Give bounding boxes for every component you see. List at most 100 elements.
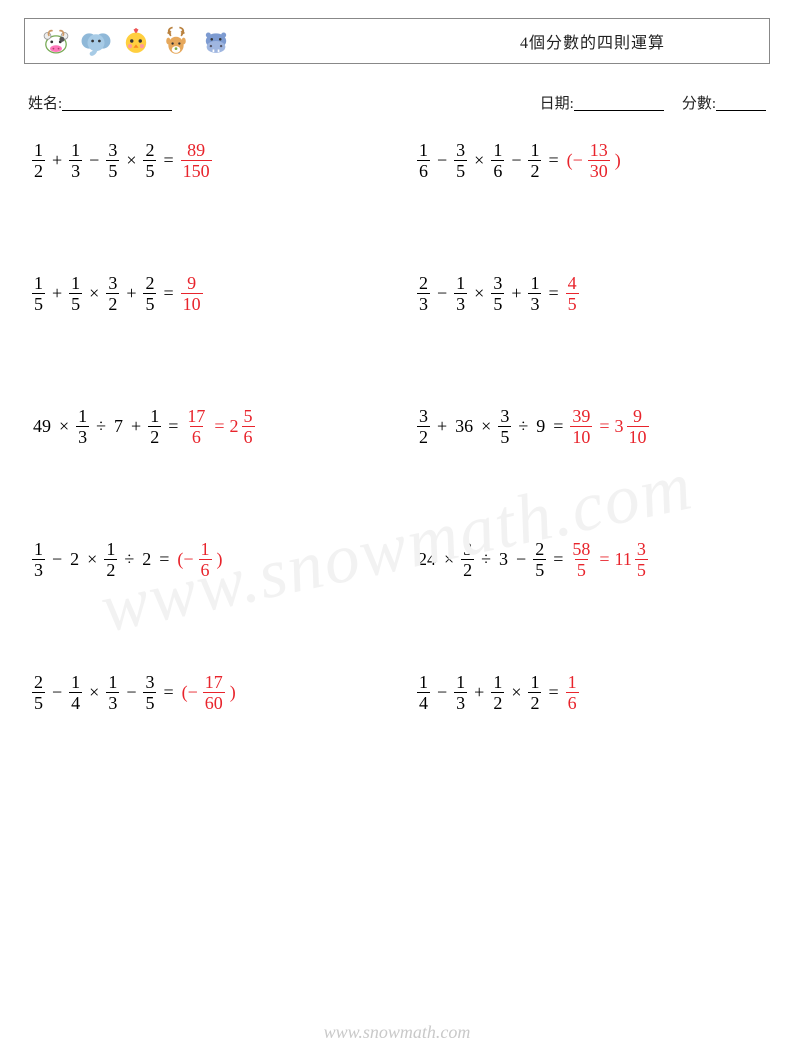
problem-1: 12+13−35×25=89150: [30, 141, 385, 180]
number: (−: [174, 549, 196, 570]
operator: −: [432, 682, 452, 703]
header-box: 4個分數的四則運算: [24, 18, 770, 64]
number: ): [612, 150, 624, 171]
problems-grid: 12+13−35×25=8915016−35×16−12=(−1330)15+1…: [24, 141, 770, 712]
name-blank: [62, 90, 172, 111]
number: 2: [139, 549, 154, 570]
mixed-number: 256: [230, 407, 257, 446]
fraction: 13: [526, 274, 543, 313]
fraction: 25: [141, 141, 158, 180]
fraction: 585: [568, 540, 594, 579]
operator: ×: [84, 283, 104, 304]
mixed-number: 3910: [615, 407, 651, 446]
fraction: 13: [452, 274, 469, 313]
operator: =: [543, 682, 563, 703]
operator: ÷: [91, 416, 111, 437]
fraction: 32: [104, 274, 121, 313]
operator: ×: [469, 150, 489, 171]
problem-2: 16−35×16−12=(−1330): [415, 141, 770, 180]
elephant-icon: [79, 24, 113, 58]
problem-4: 23−13×35+13=45: [415, 274, 770, 313]
fraction: 23: [415, 274, 432, 313]
fraction: 13: [104, 673, 121, 712]
operator: −: [432, 150, 452, 171]
operator: ×: [469, 283, 489, 304]
operator: =: [543, 283, 563, 304]
fraction: 16: [564, 673, 581, 712]
operator: −: [47, 682, 67, 703]
operator: +: [432, 416, 452, 437]
operator: −: [511, 549, 531, 570]
fraction: 12: [30, 141, 47, 180]
fraction: 1760: [201, 673, 227, 712]
number: 7: [111, 416, 126, 437]
problem-7: 13−2×12÷2=(−16): [30, 540, 385, 579]
problem-3: 15+15×32+25=910: [30, 274, 385, 313]
chick-icon: [119, 24, 153, 58]
operator: =: [158, 682, 178, 703]
operator: ×: [439, 549, 459, 570]
operator: +: [121, 283, 141, 304]
fraction: 12: [489, 673, 506, 712]
operator: +: [47, 150, 67, 171]
problem-6: 32+36×35÷9=3910=3910: [415, 407, 770, 446]
number: 36: [452, 416, 476, 437]
mixed-number: 1135: [615, 540, 650, 579]
fraction: 15: [30, 274, 47, 313]
fraction: 16: [415, 141, 432, 180]
fraction: 25: [141, 274, 158, 313]
number: ): [214, 549, 226, 570]
hippo-icon: [199, 24, 233, 58]
operator: =: [548, 416, 568, 437]
number: 24: [415, 549, 439, 570]
number: 9: [533, 416, 548, 437]
operator: =: [548, 549, 568, 570]
fraction: 16: [197, 540, 214, 579]
operator: =: [209, 416, 229, 437]
fraction: 12: [526, 141, 543, 180]
operator: ÷: [119, 549, 139, 570]
meta-row: 姓名: 日期: 分數:: [24, 92, 770, 113]
number: 2: [67, 549, 82, 570]
operator: +: [469, 682, 489, 703]
date-blank: [574, 90, 664, 111]
fraction: 15: [67, 274, 84, 313]
fraction: 176: [183, 407, 209, 446]
fraction: 14: [415, 673, 432, 712]
operator: =: [163, 416, 183, 437]
operator: =: [154, 549, 174, 570]
fraction: 32: [415, 407, 432, 446]
problem-5: 49×13÷7+12=176=256: [30, 407, 385, 446]
operator: ÷: [513, 416, 533, 437]
score-label: 分數:: [682, 92, 716, 113]
fraction: 1330: [586, 141, 612, 180]
number: (−: [564, 150, 586, 171]
operator: ×: [54, 416, 74, 437]
operator: +: [126, 416, 146, 437]
fraction: 16: [489, 141, 506, 180]
operator: −: [84, 150, 104, 171]
score-blank: [716, 90, 766, 111]
cow-icon: [39, 24, 73, 58]
operator: ×: [82, 549, 102, 570]
operator: ×: [476, 416, 496, 437]
footer-text: www.snowmath.com: [0, 1022, 794, 1043]
fraction: 25: [30, 673, 47, 712]
worksheet-title: 4個分數的四則運算: [520, 29, 665, 53]
fraction: 12: [146, 407, 163, 446]
fraction: 45: [564, 274, 581, 313]
fraction: 35: [452, 141, 469, 180]
fraction: 13: [452, 673, 469, 712]
operator: −: [432, 283, 452, 304]
number: ): [227, 682, 239, 703]
operator: ÷: [476, 549, 496, 570]
number: (−: [179, 682, 201, 703]
problem-9: 25−14×13−35=(−1760): [30, 673, 385, 712]
operator: ×: [506, 682, 526, 703]
operator: =: [543, 150, 563, 171]
operator: −: [47, 549, 67, 570]
fraction: 13: [67, 141, 84, 180]
operator: =: [158, 150, 178, 171]
number: 49: [30, 416, 54, 437]
problem-10: 14−13+12×12=16: [415, 673, 770, 712]
